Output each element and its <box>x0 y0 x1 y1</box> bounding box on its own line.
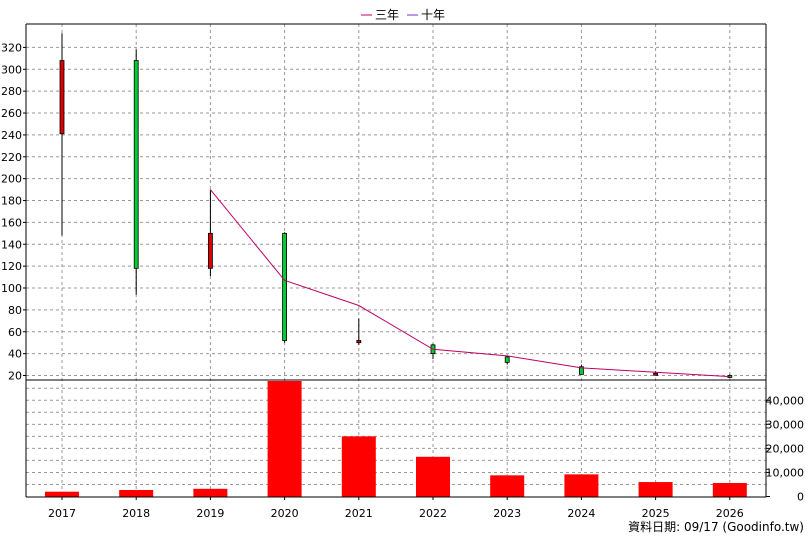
x-tick-label: 2023 <box>493 507 521 520</box>
x-axis: 2017 2018 2019 2020 2021 2022 2023 2024 2025 2026 <box>48 497 744 520</box>
price-tick-label: 40 <box>8 348 22 361</box>
x-tick-label: 2026 <box>716 507 744 520</box>
price-tick-label: 180 <box>1 195 22 208</box>
x-tick-label: 2021 <box>345 507 373 520</box>
volume-bar <box>416 456 450 497</box>
volume-tick-label: 20,000 <box>766 442 805 455</box>
price-tick-label: 320 <box>1 41 22 54</box>
candle-body <box>356 340 362 344</box>
price-tick-label: 300 <box>1 63 22 76</box>
candle-body <box>653 372 658 376</box>
volume-tick-label: 40,000 <box>766 394 805 407</box>
candles <box>59 33 733 378</box>
volume-bar <box>490 475 525 497</box>
x-tick-label: 2019 <box>196 507 224 520</box>
legend-label-ten-year: 十年 <box>421 8 445 22</box>
price-tick-label: 120 <box>1 260 22 273</box>
plot-frame <box>25 23 767 498</box>
price-tick-label: 280 <box>1 85 22 98</box>
legend-label-three-year: 三年 <box>375 8 399 22</box>
candle-body <box>504 356 510 363</box>
price-tick-label: 20 <box>8 370 22 383</box>
legend: 三年 十年 <box>361 8 445 22</box>
x-tick-label: 2018 <box>122 507 150 520</box>
x-tick-label: 2017 <box>48 507 76 520</box>
price-tick-label: 80 <box>8 304 22 317</box>
volume-bar <box>638 482 673 497</box>
volume-tick-label: 30,000 <box>766 418 805 431</box>
candle-body <box>282 232 288 341</box>
three-year-line <box>210 189 730 378</box>
x-tick-label: 2022 <box>419 507 447 520</box>
footer-data-date: 資料日期: 09/17 (Goodinfo.tw) <box>628 520 804 534</box>
price-tick-label: 140 <box>1 238 22 251</box>
price-tick-label: 200 <box>1 173 22 186</box>
price-tick-label: 60 <box>8 326 22 339</box>
x-tick-label: 2020 <box>271 507 299 520</box>
volume-tick-label: 0 <box>797 491 804 504</box>
three-year-average-line <box>210 189 730 378</box>
volume-bar <box>193 488 228 497</box>
candle-body <box>579 366 584 375</box>
volume-bar <box>564 474 599 497</box>
x-tick-label: 2025 <box>642 507 670 520</box>
price-tick-label: 260 <box>1 107 22 120</box>
volume-axis: 0 10,000 20,000 30,000 40,000 <box>765 380 805 504</box>
candle-body <box>59 60 65 135</box>
volume-bar <box>45 491 79 497</box>
candle-body <box>207 232 213 269</box>
price-axis: 20 40 60 80 100 120 140 160 180 200 220 240 260 280 30… <box>1 41 26 383</box>
volume-bar <box>712 483 747 497</box>
candle-body <box>133 60 139 269</box>
volume-tick-label: 10,000 <box>766 466 805 479</box>
price-tick-label: 160 <box>1 216 22 229</box>
volume-bar <box>119 490 154 497</box>
price-tick-label: 220 <box>1 151 22 164</box>
price-tick-label: 240 <box>1 129 22 142</box>
x-tick-label: 2024 <box>567 507 595 520</box>
volume-bars <box>45 381 747 497</box>
price-tick-label: 100 <box>1 282 22 295</box>
volume-bar <box>267 381 302 497</box>
volume-bar <box>341 436 376 497</box>
